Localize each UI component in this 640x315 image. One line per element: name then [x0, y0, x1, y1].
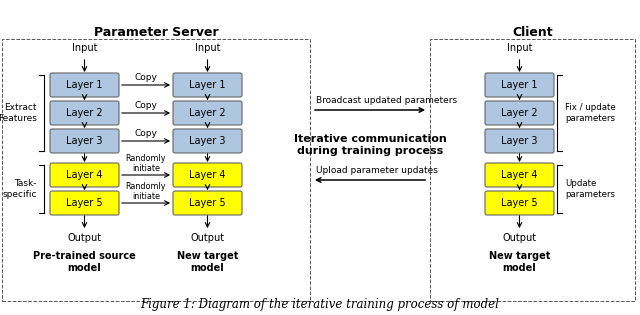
- Text: Output: Output: [191, 233, 225, 243]
- Text: Layer 5: Layer 5: [66, 198, 103, 208]
- Text: New target
model: New target model: [489, 251, 550, 272]
- Text: Layer 4: Layer 4: [67, 170, 103, 180]
- FancyBboxPatch shape: [50, 191, 119, 215]
- Text: Layer 2: Layer 2: [66, 108, 103, 118]
- FancyBboxPatch shape: [173, 73, 242, 97]
- Text: Output: Output: [67, 233, 102, 243]
- Bar: [2, 39, 310, 301]
- Text: Layer 5: Layer 5: [189, 198, 226, 208]
- Text: Layer 1: Layer 1: [501, 80, 538, 90]
- Text: Copy: Copy: [134, 73, 157, 82]
- Text: New target
model: New target model: [177, 251, 238, 272]
- Text: Randomly
initiate: Randomly initiate: [125, 182, 166, 201]
- FancyBboxPatch shape: [50, 129, 119, 153]
- Text: Extract
Features: Extract Features: [0, 103, 37, 123]
- Text: Copy: Copy: [134, 101, 157, 110]
- Text: Broadcast updated parameters: Broadcast updated parameters: [316, 96, 457, 105]
- Text: Layer 2: Layer 2: [501, 108, 538, 118]
- FancyBboxPatch shape: [50, 163, 119, 187]
- Text: Task-
specific: Task- specific: [3, 179, 37, 199]
- FancyBboxPatch shape: [485, 73, 554, 97]
- Text: Layer 3: Layer 3: [189, 136, 226, 146]
- FancyBboxPatch shape: [50, 101, 119, 125]
- FancyBboxPatch shape: [485, 129, 554, 153]
- FancyBboxPatch shape: [50, 73, 119, 97]
- FancyBboxPatch shape: [173, 101, 242, 125]
- Text: Fix / update
parameters: Fix / update parameters: [565, 103, 616, 123]
- FancyBboxPatch shape: [485, 191, 554, 215]
- Text: Layer 4: Layer 4: [501, 170, 538, 180]
- Text: Input: Input: [195, 43, 220, 53]
- Text: Randomly
initiate: Randomly initiate: [125, 154, 166, 173]
- Text: Input: Input: [72, 43, 97, 53]
- Text: Layer 3: Layer 3: [501, 136, 538, 146]
- FancyBboxPatch shape: [173, 129, 242, 153]
- Text: Update
parameters: Update parameters: [565, 179, 615, 199]
- Text: Layer 4: Layer 4: [189, 170, 226, 180]
- Text: Layer 1: Layer 1: [67, 80, 103, 90]
- Text: Layer 3: Layer 3: [67, 136, 103, 146]
- Text: Layer 1: Layer 1: [189, 80, 226, 90]
- Text: Client: Client: [512, 26, 553, 39]
- FancyBboxPatch shape: [485, 101, 554, 125]
- Text: Copy: Copy: [134, 129, 157, 138]
- Text: Layer 5: Layer 5: [501, 198, 538, 208]
- Text: Iterative communication
during training process: Iterative communication during training …: [294, 134, 446, 156]
- Text: Layer 2: Layer 2: [189, 108, 226, 118]
- FancyBboxPatch shape: [173, 191, 242, 215]
- Text: Pre-trained source
model: Pre-trained source model: [33, 251, 136, 272]
- Text: Parameter Server: Parameter Server: [93, 26, 218, 39]
- Text: Input: Input: [507, 43, 532, 53]
- FancyBboxPatch shape: [485, 163, 554, 187]
- Bar: [430, 39, 635, 301]
- Text: Output: Output: [502, 233, 536, 243]
- Text: Figure 1: Diagram of the iterative training process of model: Figure 1: Diagram of the iterative train…: [141, 298, 499, 311]
- Text: Upload parameter updates: Upload parameter updates: [316, 166, 438, 175]
- FancyBboxPatch shape: [173, 163, 242, 187]
